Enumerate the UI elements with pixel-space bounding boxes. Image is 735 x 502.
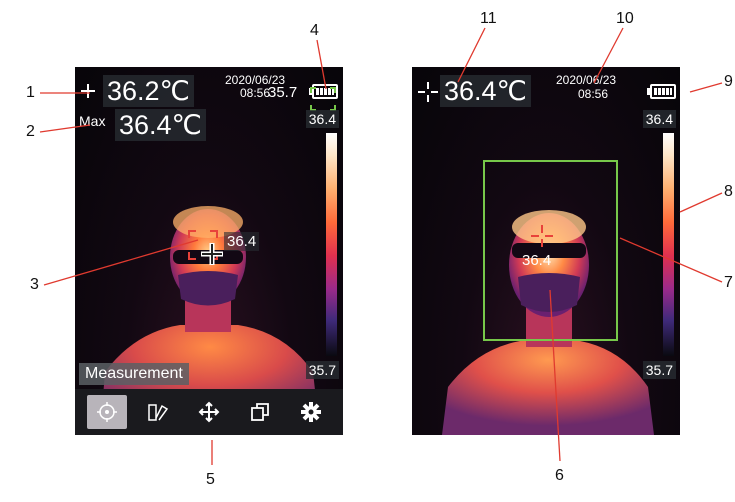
palette-icon	[148, 404, 168, 421]
settings-tool-button[interactable]	[291, 395, 331, 429]
time-text: 08:56	[240, 86, 271, 100]
center-temperature: 36.2℃	[103, 75, 194, 107]
layers-tool-button[interactable]	[240, 395, 280, 429]
callout-5: 5	[206, 471, 215, 488]
gear-icon	[301, 402, 322, 422]
date-text: 2020/06/23	[225, 73, 286, 87]
max-temperature: 36.4℃	[115, 109, 206, 141]
callout-6: 6	[555, 467, 564, 484]
callout-11: 11	[480, 10, 497, 27]
battery-icon	[647, 84, 676, 99]
scale-min: 35.7	[305, 361, 339, 379]
palette-tool-button[interactable]	[138, 395, 178, 429]
time-text: 08:56	[578, 87, 609, 101]
hotspot-cross-icon	[531, 225, 553, 247]
max-label: Max	[79, 113, 106, 129]
center-temperature: 36.4℃	[440, 75, 531, 107]
callout-3: 3	[30, 276, 39, 293]
thermal-screen-right: 36.4℃ 2020/06/23 08:56 36.4 35.7 36.4	[412, 67, 680, 435]
spot-cursor-icon	[201, 243, 223, 265]
measurement-tool-button[interactable]	[86, 395, 127, 429]
scale-min: 35.7	[642, 361, 676, 379]
move-tool-button[interactable]	[189, 395, 229, 429]
callout-line-8	[679, 192, 723, 213]
move-icon	[198, 401, 220, 423]
callout-line-9	[689, 82, 723, 93]
callout-1: 1	[26, 84, 35, 101]
layers-icon	[251, 403, 270, 421]
callout-4: 4	[310, 22, 319, 39]
scale-max: 36.4	[305, 110, 339, 128]
color-scale-bar	[326, 133, 337, 356]
crosshair-icon	[81, 84, 95, 98]
callout-7: 7	[724, 274, 733, 291]
crosshair-icon	[418, 82, 438, 102]
thermal-screen-left: 36.2℃ Max 36.4℃ 2020/06/23 08:56 35.7 36…	[75, 67, 343, 435]
menu-label: Measurement	[79, 363, 189, 385]
bottom-toolbar	[75, 389, 343, 435]
callout-9: 9	[724, 73, 733, 90]
hotspot-marker-icon	[188, 230, 218, 260]
scale-max: 36.4	[642, 110, 676, 128]
overlap-value: 35.7	[268, 84, 298, 101]
callout-10: 10	[616, 10, 634, 27]
spot-temperature: 36.4	[522, 252, 552, 269]
date-text: 2020/06/23	[556, 73, 617, 87]
focus-bracket-icon	[310, 87, 336, 111]
color-scale-bar	[663, 133, 674, 356]
detection-frame	[483, 160, 618, 341]
callout-2: 2	[26, 123, 35, 140]
target-icon	[96, 402, 117, 422]
callout-8: 8	[724, 183, 733, 200]
spot-temperature: 36.4	[224, 232, 260, 251]
